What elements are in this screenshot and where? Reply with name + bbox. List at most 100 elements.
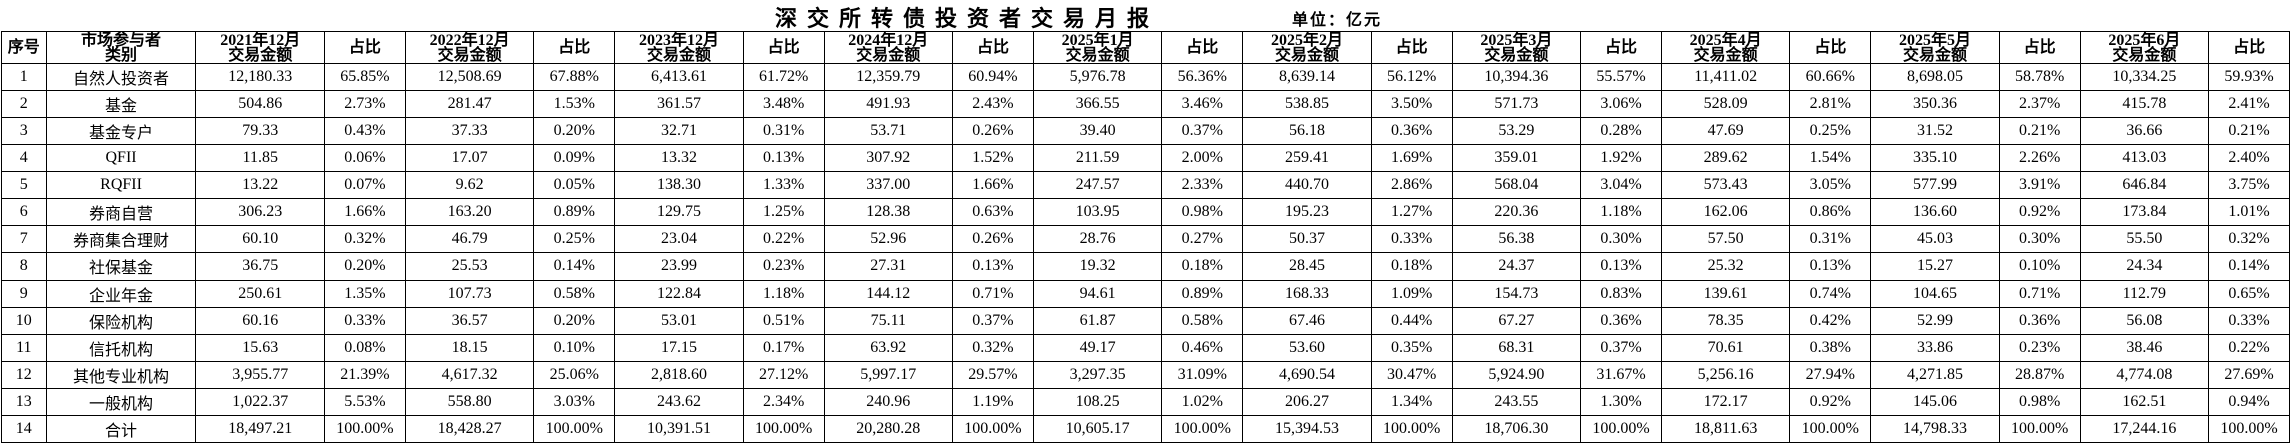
table-row: 12 其他专业机构 3,955.77 21.39% 4,617.32 25.06% 2,81… — [1, 360, 2290, 389]
pct-cell: 0.33% — [324, 306, 406, 335]
amount-cell: 12,180.33 — [195, 62, 326, 92]
pct-cell: 1.19% — [952, 387, 1034, 416]
amount-cell: 359.01 — [1451, 144, 1582, 173]
pct-cell: 2.81% — [1789, 90, 1872, 119]
amount-cell: 70.61 — [1660, 333, 1791, 362]
pct-cell: 1.66% — [324, 198, 406, 227]
amount-cell: 56.38 — [1451, 225, 1582, 254]
amount-cell: 63.92 — [823, 333, 954, 362]
amount-cell: 28.76 — [1032, 225, 1163, 254]
pct-cell: 0.21% — [1998, 117, 2081, 146]
pct-cell: 5.53% — [324, 387, 406, 416]
amount-cell: 247.57 — [1032, 171, 1163, 200]
amount-cell: 154.73 — [1451, 279, 1582, 308]
amount-cell: 4,690.54 — [1242, 360, 1372, 389]
pct-cell: 61.72% — [742, 62, 825, 92]
col-header-month-amount: 2025年1月 交易金额 — [1032, 31, 1163, 64]
amount-cell: 24.34 — [2079, 252, 2210, 281]
seq-cell: 2 — [1, 90, 47, 119]
category-cell: RQFII — [45, 171, 197, 200]
amount-cell: 128.38 — [823, 198, 954, 227]
col-header-pct: 占比 — [533, 31, 616, 64]
amount-cell: 57.50 — [1660, 225, 1791, 254]
amount-cell: 122.84 — [614, 279, 744, 308]
pct-cell: 67.88% — [533, 62, 616, 92]
amount-cell: 5,976.78 — [1032, 62, 1163, 92]
amount-cell: 337.00 — [823, 171, 954, 200]
amount-cell: 139.61 — [1660, 279, 1791, 308]
pct-cell: 3.04% — [1580, 171, 1662, 200]
amount-cell: 53.29 — [1451, 117, 1582, 146]
amount-cell: 19.32 — [1032, 252, 1163, 281]
pct-cell: 1.30% — [1580, 387, 1662, 416]
amount-cell: 568.04 — [1451, 171, 1582, 200]
caption-row: 深交所转债投资者交易月报 单位：亿元 — [0, 0, 2291, 31]
table-row: 10 保险机构 60.16 0.33% 36.57 0.20% 53.01 0.51% 75.1… — [1, 306, 2290, 335]
amount-cell: 11.85 — [195, 144, 326, 173]
category-cell: 合计 — [45, 414, 197, 444]
pct-cell: 60.94% — [952, 62, 1034, 92]
amount-cell: 25.32 — [1660, 252, 1791, 281]
amount-cell: 440.70 — [1242, 171, 1372, 200]
col-header-pct: 占比 — [952, 31, 1034, 64]
amount-cell: 38.46 — [2079, 333, 2210, 362]
amount-cell: 558.80 — [404, 387, 535, 416]
category-cell: 基金 — [45, 90, 197, 119]
pct-cell: 0.33% — [2208, 306, 2290, 335]
amount-cell: 10,605.17 — [1032, 414, 1163, 444]
table-row: 11 信托机构 15.63 0.08% 18.15 0.10% 17.15 0.17% 63.9… — [1, 333, 2290, 362]
amount-cell: 168.33 — [1242, 279, 1372, 308]
pct-cell: 0.98% — [1161, 198, 1244, 227]
col-header-pct: 占比 — [742, 31, 825, 64]
amount-cell: 39.40 — [1032, 117, 1163, 146]
category-cell: 自然人投资者 — [45, 62, 197, 92]
unit-label: 单位：亿元 — [1292, 12, 1383, 29]
category-cell: 信托机构 — [45, 333, 197, 362]
table-row: 2 基金 504.86 2.73% 281.47 1.53% 361.57 3.48% 491.… — [1, 90, 2290, 119]
seq-cell: 12 — [1, 360, 47, 389]
pct-cell: 0.23% — [742, 252, 825, 281]
col-header-pct: 占比 — [1789, 31, 1872, 64]
amount-cell: 28.45 — [1242, 252, 1372, 281]
pct-cell: 25.06% — [533, 360, 616, 389]
amount-cell: 18,706.30 — [1451, 414, 1582, 444]
table-row: 9 企业年金 250.61 1.35% 107.73 0.58% 122.84 1.18% 14… — [1, 279, 2290, 308]
pct-cell: 100.00% — [1161, 414, 1244, 444]
pct-cell: 28.87% — [1998, 360, 2081, 389]
col-header-month-amount: 2025年5月 交易金额 — [1870, 31, 2000, 64]
col-header-month-amount: 2025年2月 交易金额 — [1242, 31, 1372, 64]
amount-cell: 13.32 — [614, 144, 744, 173]
pct-cell: 0.10% — [533, 333, 616, 362]
amount-cell: 240.96 — [823, 387, 954, 416]
pct-cell: 27.12% — [742, 360, 825, 389]
amount-cell: 17,244.16 — [2079, 414, 2210, 444]
amount-cell: 281.47 — [404, 90, 535, 119]
pct-cell: 2.86% — [1370, 171, 1453, 200]
pct-cell: 0.08% — [324, 333, 406, 362]
pct-cell: 56.12% — [1370, 62, 1453, 92]
amount-cell: 67.27 — [1451, 306, 1582, 335]
pct-cell: 2.37% — [1998, 90, 2081, 119]
amount-cell: 4,774.08 — [2079, 360, 2210, 389]
amount-cell: 27.31 — [823, 252, 954, 281]
amount-cell: 49.17 — [1032, 333, 1163, 362]
pct-cell: 0.33% — [1370, 225, 1453, 254]
col-header-month-amount: 2024年12月 交易金额 — [823, 31, 954, 64]
pct-cell: 0.17% — [742, 333, 825, 362]
amount-cell: 145.06 — [1870, 387, 2000, 416]
pct-cell: 59.93% — [2208, 62, 2290, 92]
pct-cell: 100.00% — [533, 414, 616, 444]
amount-cell: 8,698.05 — [1870, 62, 2000, 92]
category-cell: 企业年金 — [45, 279, 197, 308]
amount-cell: 504.86 — [195, 90, 326, 119]
amount-cell: 259.41 — [1242, 144, 1372, 173]
amount-cell: 646.84 — [2079, 171, 2210, 200]
category-cell: 其他专业机构 — [45, 360, 197, 389]
amount-cell: 3,955.77 — [195, 360, 326, 389]
pct-cell: 0.06% — [324, 144, 406, 173]
amount-cell: 52.99 — [1870, 306, 2000, 335]
pct-cell: 0.83% — [1580, 279, 1662, 308]
pct-cell: 2.40% — [2208, 144, 2290, 173]
pct-cell: 0.13% — [1580, 252, 1662, 281]
pct-cell: 100.00% — [952, 414, 1034, 444]
